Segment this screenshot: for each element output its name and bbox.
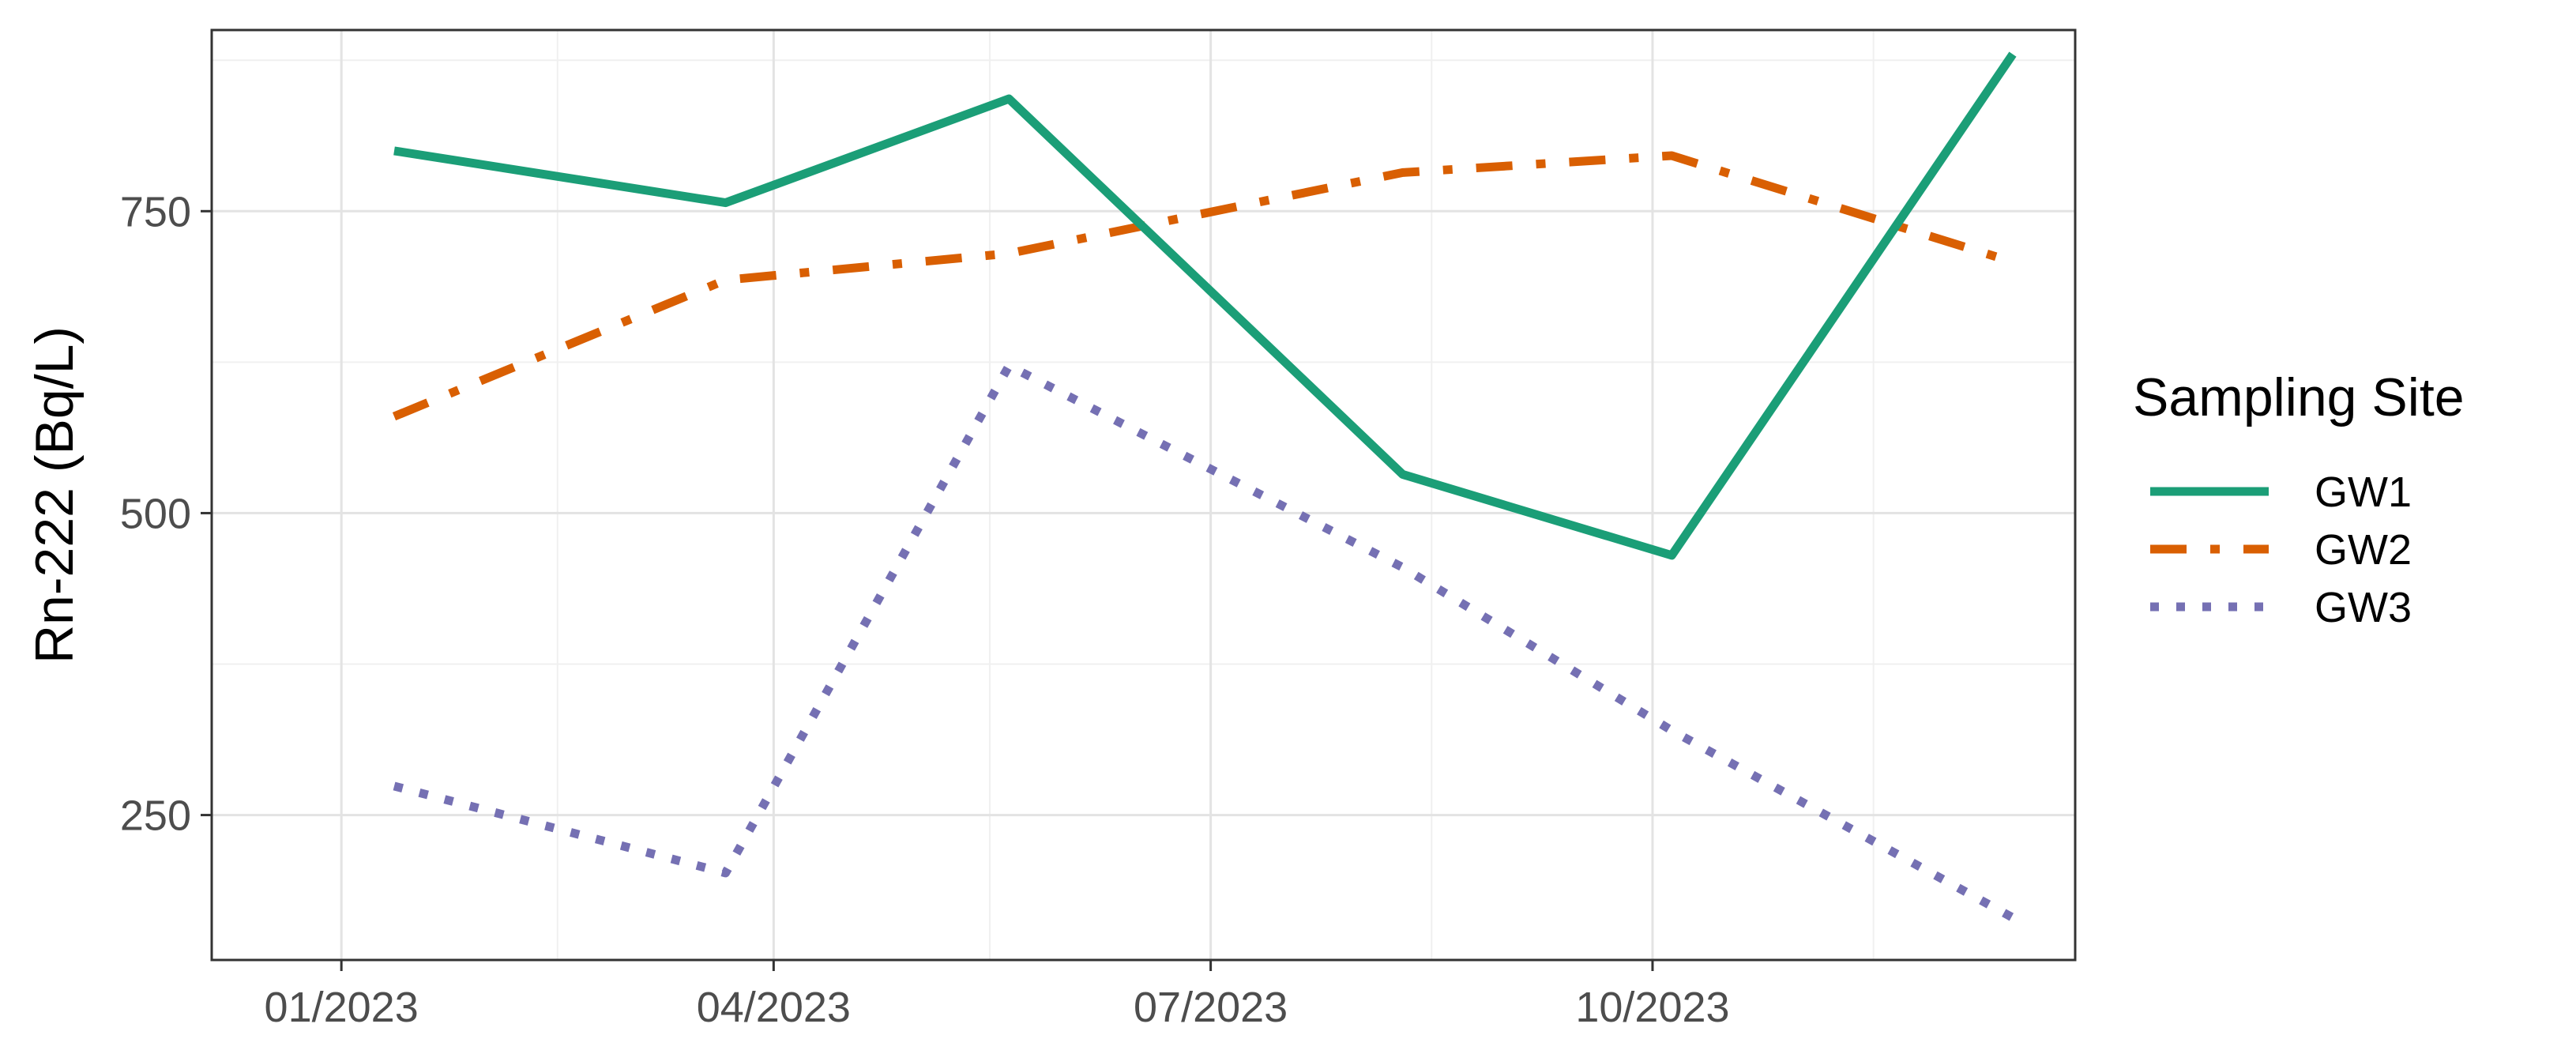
y-tick-label: 250	[120, 792, 191, 840]
grid-major	[212, 30, 2075, 960]
y-axis-title: Rn-222 (Bq/L)	[24, 326, 85, 664]
y-tick-label: 750	[120, 188, 191, 235]
grid-minor	[212, 30, 2075, 960]
x-axis: 01/2023 04/2023 07/2023 10/2023	[265, 960, 1730, 1031]
series-layer	[392, 51, 2017, 922]
legend-label-gw3: GW3	[2315, 584, 2412, 631]
legend-title: Sampling Site	[2133, 367, 2465, 427]
y-tick-label: 500	[120, 490, 191, 537]
x-tick-label: 01/2023	[265, 984, 419, 1031]
series-line-gw2	[392, 151, 2014, 421]
x-tick-label: 07/2023	[1134, 984, 1288, 1031]
series-line-gw1	[393, 51, 2017, 560]
x-tick-label: 10/2023	[1575, 984, 1729, 1031]
panel-border	[210, 28, 2077, 962]
x-tick-label: 04/2023	[697, 984, 851, 1031]
y-axis: 250 500 750	[120, 188, 212, 840]
legend: Sampling Site GW1 GW2 GW3	[2133, 367, 2465, 631]
legend-label-gw2: GW2	[2315, 526, 2412, 574]
legend-label-gw1: GW1	[2315, 469, 2412, 516]
